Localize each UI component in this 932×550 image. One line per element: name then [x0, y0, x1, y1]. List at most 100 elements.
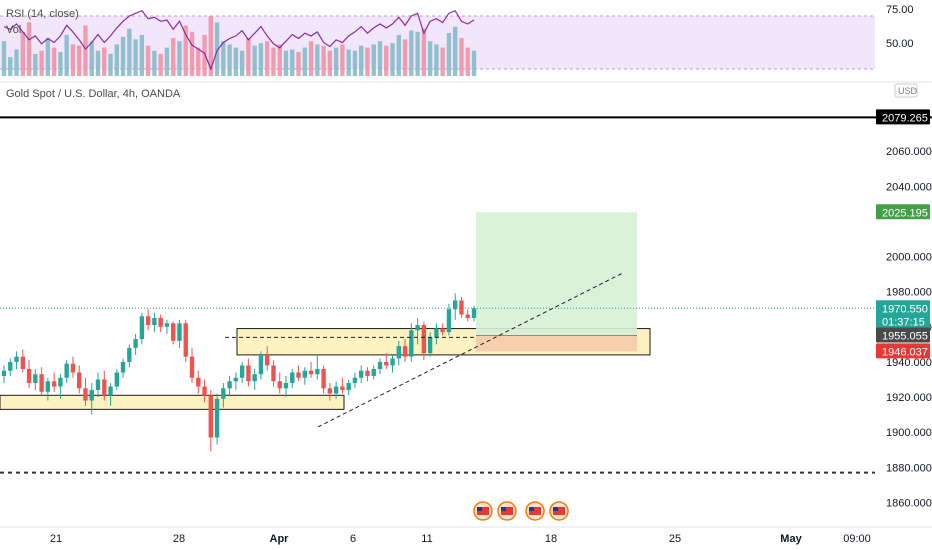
trendline: [317, 271, 625, 428]
volume-bar: [352, 50, 358, 76]
candle-body: [20, 356, 25, 369]
candle-body: [440, 328, 445, 333]
candle-body: [415, 325, 420, 331]
price-tick-label: 2060.000: [886, 146, 932, 158]
volume-bar: [26, 22, 32, 77]
candle-body: [164, 323, 170, 327]
volume-bar: [371, 44, 376, 76]
candle-body: [177, 323, 182, 341]
volume-bar: [120, 36, 126, 76]
candle-body: [114, 372, 119, 387]
candle-body: [315, 368, 320, 375]
volume-bar: [183, 25, 188, 76]
candle-body: [446, 309, 452, 333]
volume-bar: [415, 31, 420, 76]
candle-body: [258, 354, 264, 375]
price-tick-label: 1980.000: [886, 287, 932, 299]
candle-body: [246, 365, 251, 382]
volume-bar: [133, 39, 138, 76]
time-tick-label: 18: [545, 533, 557, 545]
time-axis[interactable]: 21 28 Apr 6 11 18 25 May 09:00: [0, 526, 932, 545]
volume-bar: [145, 45, 151, 76]
volume-bar: [208, 16, 213, 76]
tag-target: 2025.195: [882, 207, 928, 219]
candle-body: [227, 381, 232, 389]
candle-body: [221, 388, 226, 399]
economic-events[interactable]: [473, 501, 569, 521]
time-tick-label: 11: [421, 533, 432, 545]
candle-body: [51, 381, 57, 387]
candle-body: [459, 300, 464, 315]
time-tick-label: 28: [173, 533, 185, 545]
candle-body: [183, 323, 188, 357]
candle-body: [359, 370, 364, 378]
candle-body: [265, 354, 270, 366]
price-panel[interactable]: [0, 116, 932, 474]
candle-body: [302, 370, 307, 378]
candle-body: [196, 377, 201, 387]
volume-bar: [58, 52, 63, 76]
volume-bar: [390, 43, 395, 76]
volume-bar: [14, 49, 19, 76]
volume-bar: [64, 34, 69, 76]
tag-stop-bg: [876, 343, 930, 359]
volume-bar: [277, 44, 282, 76]
us-flag-canton-icon: [529, 507, 534, 511]
volume-bar: [252, 45, 257, 76]
us-flag-stripe-icon: [501, 507, 513, 515]
candle-body: [1, 370, 7, 376]
candle-body: [70, 363, 76, 373]
volume-bar: [33, 53, 38, 76]
candle-body: [214, 398, 220, 438]
volume-bar: [359, 45, 364, 76]
volume-bar: [227, 44, 232, 76]
rsi-panel[interactable]: RSI (14, close) Vol 75.00 50.00: [0, 4, 914, 77]
currency-badge-label: USD: [898, 86, 918, 96]
volume-bar: [20, 31, 25, 76]
currency-badge[interactable]: USD: [894, 83, 918, 98]
price-tick-label: 2000.000: [886, 252, 932, 264]
candle-body: [202, 386, 207, 396]
volume-bar: [158, 53, 163, 76]
volume-bar: [127, 28, 132, 77]
candle-body: [139, 316, 145, 340]
price-tick-label: 1880.000: [886, 462, 932, 474]
volume-bar: [471, 50, 477, 76]
volume-bar: [70, 44, 76, 76]
volume-bar: [102, 47, 107, 76]
volume-bar: [321, 45, 326, 76]
candle-body: [321, 368, 326, 389]
rsi-title: RSI (14, close): [6, 8, 79, 20]
volume-bar: [465, 47, 470, 76]
volume-bar: [1, 41, 7, 76]
candle-body: [26, 368, 32, 384]
candle-body: [58, 377, 63, 387]
volume-bar: [239, 50, 245, 76]
candle-body: [133, 339, 138, 348]
us-flag-canton-icon: [477, 507, 482, 511]
candle-body: [409, 330, 414, 357]
volume-bar: [258, 43, 264, 76]
volume-bar: [396, 34, 401, 76]
candle-body: [252, 374, 257, 382]
time-tick-label: May: [780, 533, 802, 545]
us-flag-stripe-icon: [529, 507, 541, 515]
candle-body: [340, 386, 345, 391]
candle-body: [352, 377, 358, 384]
volume-bar: [171, 38, 176, 76]
candle-body: [120, 361, 126, 373]
candle-body: [108, 386, 113, 396]
tag-stop: 1946.037: [882, 346, 928, 358]
candle-body: [45, 381, 51, 392]
volume-bar: [409, 30, 414, 77]
price-tick-label: 1940.000: [886, 357, 932, 369]
volume-bar: [434, 44, 439, 76]
rsi-tick-75: 75.00: [886, 4, 914, 16]
trendlines-layer: [225, 271, 625, 428]
tag-countdown: 01:37:15: [882, 316, 925, 328]
candle-body: [434, 328, 439, 338]
volume-bar: [51, 47, 57, 76]
candle-body: [33, 374, 38, 384]
